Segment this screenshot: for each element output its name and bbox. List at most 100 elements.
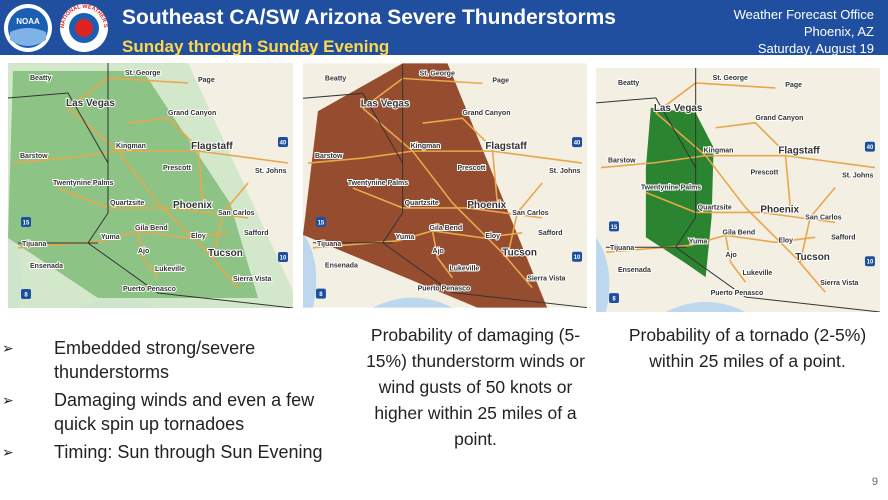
noaa-text: NOAA	[16, 17, 40, 26]
city-label: Twentynine Palms	[348, 180, 408, 187]
shield-label: 10	[574, 255, 581, 261]
city-label: Page	[785, 82, 802, 89]
city-label: San Carlos	[805, 214, 842, 221]
city-label: St. Johns	[842, 173, 873, 180]
highway	[362, 107, 533, 289]
highway	[57, 187, 249, 219]
shield-label: 40	[574, 141, 581, 147]
highway	[506, 182, 543, 258]
date: Saturday, August 19	[757, 41, 874, 56]
city-label: Barstow	[20, 153, 48, 160]
city-label: Eloy	[485, 233, 500, 240]
risk-area	[303, 63, 548, 308]
city-label: Grand Canyon	[755, 115, 803, 122]
city-label: Lukeville	[742, 270, 772, 277]
city-label: Eloy	[778, 237, 793, 244]
city-label: Ensenada	[618, 267, 651, 274]
bullet: ➢ Damaging winds and even a few quick spi…	[0, 388, 330, 436]
highway	[67, 107, 239, 289]
city-label: Grand Canyon	[462, 110, 510, 117]
header-bar	[0, 0, 888, 55]
highway	[724, 235, 747, 283]
city-label: Twentynine Palms	[53, 180, 114, 187]
shield-label: 10	[867, 260, 874, 266]
office: Weather Forecast Office	[733, 7, 874, 22]
bullet-text: Embedded strong/severe thunderstorms	[54, 338, 256, 382]
city-label: Page	[198, 77, 215, 84]
city-label: Tijuana	[610, 245, 634, 252]
city-label: Gila Bend	[723, 229, 756, 236]
city-label: Eloy	[191, 233, 206, 240]
shield-label: 8	[612, 297, 616, 303]
city-label: Puerto Penasco	[711, 290, 764, 297]
location: Phoenix, AZ	[803, 24, 874, 39]
city-label: Quartzsite	[698, 204, 732, 211]
state-border	[8, 92, 293, 308]
city-label: Beatty	[618, 80, 639, 87]
city-label: Kingman	[116, 143, 146, 150]
city-label: Yuma	[689, 238, 708, 245]
shield	[21, 217, 31, 227]
city-label: Prescott	[457, 165, 486, 172]
shield	[864, 141, 875, 152]
city-label: Gila Bend	[430, 225, 463, 232]
map-tornado: Beatty St. George Page Las Vegas Grand Canyo…	[596, 68, 880, 312]
city-label: Las Vegas	[361, 98, 410, 109]
city-label: Beatty	[325, 75, 346, 82]
city-label: Twentynine Palms	[641, 185, 701, 192]
highway	[212, 182, 249, 259]
city-label: Sierra Vista	[527, 276, 565, 283]
city-label: St. Johns	[549, 168, 580, 175]
city-label: Phoenix	[173, 200, 212, 211]
bullet: ➢ Embedded strong/severe thunderstorms	[0, 336, 330, 384]
city-label: Barstow	[315, 153, 343, 160]
city-label: St. George	[125, 70, 161, 77]
shield-label: 15	[318, 220, 325, 226]
highway	[127, 117, 204, 204]
city-label: Sierra Vista	[820, 280, 858, 287]
shield-label: 15	[611, 225, 618, 231]
highway	[799, 187, 836, 263]
city-label: Flagstaff	[485, 141, 527, 152]
city-label: Kingman	[704, 148, 734, 155]
risk-area	[645, 107, 714, 278]
shield	[572, 137, 583, 148]
shield-label: 15	[23, 221, 30, 227]
highway	[431, 230, 454, 279]
city-label: Yuma	[396, 234, 415, 241]
highway	[397, 230, 523, 242]
highway	[715, 121, 792, 208]
city-label: Grand Canyon	[168, 110, 216, 117]
city-label: San Carlos	[218, 210, 255, 217]
city-label: Las Vegas	[66, 98, 115, 109]
city-label: Safford	[538, 230, 562, 237]
office-block: Weather Forecast Office Phoenix, AZ Satu…	[734, 6, 874, 57]
bullet-list: ➢ Embedded strong/severe thunderstorms ➢ D…	[0, 336, 330, 464]
shield	[609, 293, 619, 304]
page-number: 9	[871, 476, 878, 488]
gulf	[372, 297, 453, 308]
highway	[102, 230, 229, 242]
shield-label: 10	[280, 256, 287, 262]
state-border	[596, 97, 880, 312]
shield-label: 8	[319, 292, 323, 298]
bullet: ➢ Timing: Sun through Sun Evening	[0, 440, 330, 464]
city-label: St. Johns	[255, 168, 287, 175]
city-label: Flagstaff	[778, 146, 820, 157]
city-label: Yuma	[101, 234, 120, 241]
gulf	[665, 302, 746, 312]
city-label: Ensenada	[325, 263, 358, 270]
map-wind: Beatty St. George Page Las Vegas Grand Canyo…	[303, 63, 587, 308]
highway	[422, 117, 499, 204]
city-label: Safford	[244, 230, 269, 237]
shield-label: 40	[867, 145, 874, 151]
shield	[572, 251, 583, 262]
highway	[655, 112, 826, 293]
state-border	[303, 92, 587, 308]
bullet-text: Damaging winds and even a few quick spin…	[54, 390, 315, 434]
city-label: Quartzsite	[110, 200, 144, 207]
ocean	[303, 232, 317, 308]
shield-label: 8	[24, 293, 28, 299]
city-label: Kingman	[411, 143, 441, 150]
